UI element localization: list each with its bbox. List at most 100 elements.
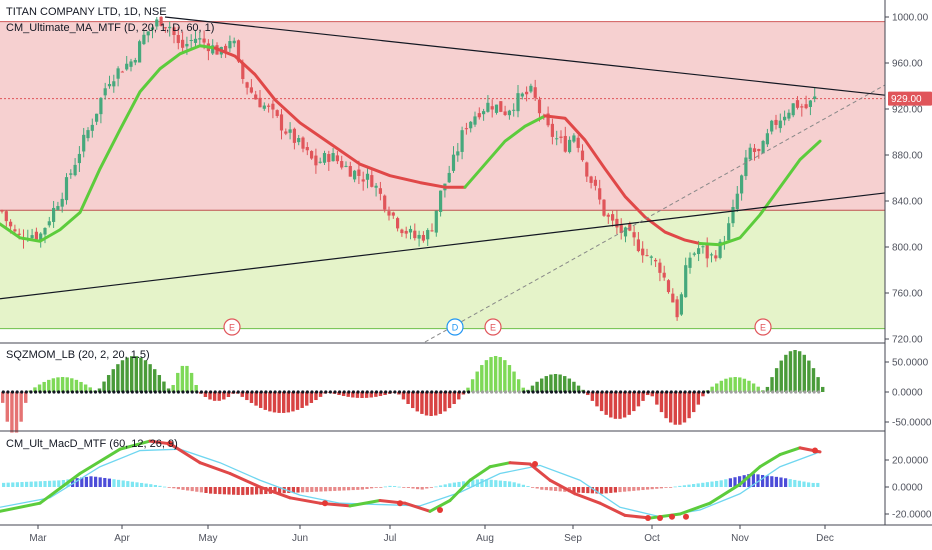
macd-line-segment — [708, 482, 742, 505]
candle-body — [73, 164, 77, 176]
candle-body — [503, 111, 507, 115]
momentum-bar — [74, 379, 79, 392]
macd-histogram-bar — [278, 487, 282, 494]
candle-body — [9, 221, 13, 227]
squeeze-momentum-pane[interactable] — [0, 342, 932, 433]
time-axis[interactable]: Mar Apr May Jun Jul Aug Sep Oct Nov Dec — [0, 524, 932, 544]
macd-line-segment — [573, 492, 602, 505]
macd-histogram-bar — [356, 487, 360, 490]
squeeze-dot — [43, 390, 47, 394]
momentum-bar — [751, 383, 756, 392]
squeeze-dot — [291, 390, 296, 394]
macd-histogram-bar — [2, 482, 6, 487]
candle-body — [198, 38, 202, 40]
momentum-bar — [411, 392, 415, 409]
price-axis[interactable]: 1000.00 960.00 920.00 880.00 840.00 800.00 760… — [884, 0, 932, 550]
candle-body — [224, 45, 228, 52]
candle-body — [185, 43, 189, 47]
candle-body — [176, 35, 180, 44]
momentum-bar — [728, 377, 733, 392]
squeeze-dot — [222, 390, 227, 394]
macd-histogram-bar — [604, 487, 608, 494]
squeeze-dot — [56, 390, 61, 394]
candle-body — [271, 103, 275, 110]
squeeze-dot — [98, 390, 102, 394]
candle-body — [344, 165, 348, 167]
squeeze-dot — [411, 390, 415, 394]
candle-body — [142, 34, 146, 45]
momentum-bar — [668, 392, 673, 423]
squeeze-dot — [531, 390, 535, 394]
squeeze-dot — [185, 390, 190, 394]
macd-cross-marker — [397, 500, 403, 507]
candle-body — [404, 230, 408, 234]
macd-pane[interactable] — [0, 430, 932, 522]
momentum-bar — [65, 377, 69, 392]
candle-body — [623, 227, 628, 237]
candle-body — [95, 113, 99, 122]
squeeze-dot — [218, 390, 222, 394]
macd-histogram-bar — [751, 473, 755, 487]
squeeze-dot — [126, 390, 130, 394]
candle-body — [99, 97, 103, 115]
momentum-bar — [747, 380, 751, 392]
candle-body — [310, 151, 314, 159]
candle-body — [550, 123, 554, 137]
momentum-bar — [378, 392, 383, 397]
squeeze-dot — [121, 390, 125, 394]
squeeze-dot — [47, 390, 51, 394]
macd-histogram-bar — [770, 476, 774, 487]
candle-body — [516, 93, 520, 112]
price-tick-label: 800.00 — [892, 243, 923, 254]
candle-body — [761, 141, 765, 154]
momentum-bar — [185, 365, 189, 392]
macd-histogram-bar — [89, 476, 93, 487]
momentum-bar — [807, 360, 811, 392]
squeeze-dot — [379, 390, 383, 394]
momentum-bar — [609, 392, 613, 418]
momentum-bar — [203, 392, 208, 398]
price-tick-label: 960.00 — [892, 59, 923, 70]
momentum-bar — [47, 379, 51, 392]
momentum-bar — [512, 371, 516, 392]
candle-body — [116, 68, 120, 79]
squeeze-dot — [273, 390, 277, 394]
candle-body — [202, 38, 206, 43]
candle-body — [47, 221, 51, 226]
macd-histogram-bar — [393, 486, 397, 487]
squeeze-dot — [103, 390, 107, 394]
time-tick-label: Mar — [29, 533, 47, 544]
macd-line-segment — [528, 462, 552, 482]
candle-body — [297, 138, 301, 143]
momentum-bar — [157, 375, 162, 392]
momentum-bar — [116, 364, 120, 392]
squeeze-dot — [642, 390, 646, 394]
candle-body — [701, 246, 705, 248]
squeeze-dot — [213, 390, 217, 394]
squeeze-dot — [80, 390, 84, 394]
momentum-bar — [544, 376, 549, 392]
squeeze-dot — [600, 390, 604, 394]
candle-body — [572, 135, 576, 142]
momentum-bar — [60, 377, 65, 392]
macd-histogram-bar — [287, 487, 291, 493]
chart-title: TITAN COMPANY LTD, 1D, NSE — [6, 6, 167, 18]
squeeze-dot — [784, 390, 789, 394]
candle-body — [370, 175, 374, 187]
squeeze-dot — [130, 390, 134, 394]
macd-histogram-bar — [6, 482, 10, 487]
moving-average-line — [698, 139, 822, 247]
squeeze-dot — [209, 390, 213, 394]
event-marker-label: E — [229, 323, 235, 333]
candle-body — [808, 100, 812, 107]
momentum-bar — [586, 392, 590, 396]
macd-histogram-bar — [420, 487, 424, 490]
momentum-bar — [599, 392, 604, 412]
macd-histogram-bar — [503, 481, 507, 487]
momentum-bar — [106, 375, 111, 392]
momentum-bar — [166, 388, 171, 392]
candle-body — [0, 210, 4, 212]
candle-body — [709, 254, 714, 256]
